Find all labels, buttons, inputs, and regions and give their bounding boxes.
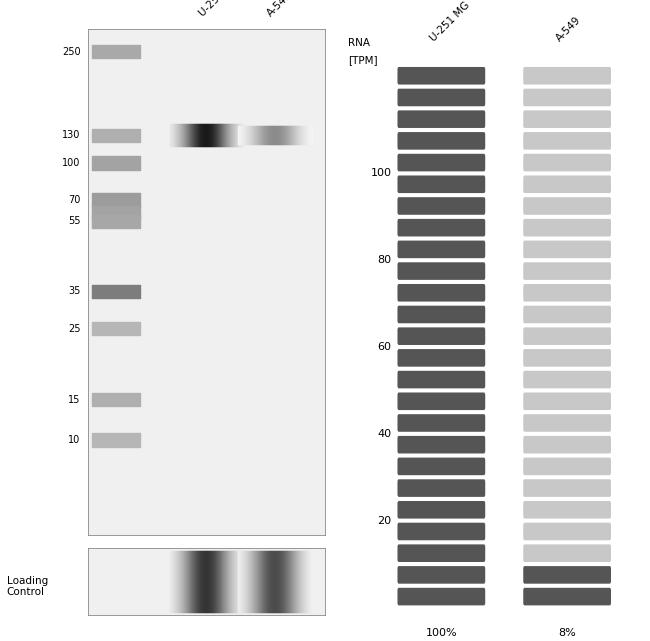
- FancyBboxPatch shape: [523, 414, 611, 432]
- FancyBboxPatch shape: [523, 154, 611, 171]
- FancyBboxPatch shape: [523, 284, 611, 301]
- FancyBboxPatch shape: [523, 67, 611, 85]
- Text: [TPM]: [TPM]: [348, 55, 378, 65]
- Text: 20: 20: [378, 515, 391, 526]
- FancyBboxPatch shape: [523, 501, 611, 519]
- FancyBboxPatch shape: [523, 88, 611, 106]
- Text: U-251 MG: U-251 MG: [197, 0, 240, 19]
- FancyBboxPatch shape: [523, 588, 611, 605]
- FancyBboxPatch shape: [398, 392, 485, 410]
- Text: 60: 60: [378, 342, 391, 352]
- FancyBboxPatch shape: [398, 67, 485, 85]
- Text: 100: 100: [370, 169, 391, 178]
- FancyBboxPatch shape: [523, 176, 611, 193]
- FancyBboxPatch shape: [523, 544, 611, 562]
- Text: 80: 80: [378, 255, 391, 265]
- Text: Low: Low: [265, 553, 286, 563]
- Text: RNA: RNA: [348, 38, 370, 47]
- FancyBboxPatch shape: [523, 328, 611, 345]
- Text: A-549: A-549: [266, 0, 294, 19]
- FancyBboxPatch shape: [523, 219, 611, 237]
- FancyBboxPatch shape: [523, 370, 611, 388]
- FancyBboxPatch shape: [398, 88, 485, 106]
- FancyBboxPatch shape: [523, 436, 611, 453]
- Text: 100%: 100%: [426, 628, 457, 638]
- FancyBboxPatch shape: [523, 240, 611, 258]
- Text: Loading
Control: Loading Control: [6, 576, 47, 597]
- FancyBboxPatch shape: [523, 458, 611, 475]
- Text: 100: 100: [62, 158, 81, 168]
- FancyBboxPatch shape: [398, 110, 485, 128]
- FancyBboxPatch shape: [398, 370, 485, 388]
- FancyBboxPatch shape: [398, 522, 485, 540]
- FancyBboxPatch shape: [523, 306, 611, 323]
- FancyBboxPatch shape: [523, 392, 611, 410]
- FancyBboxPatch shape: [398, 479, 485, 497]
- Text: A-549: A-549: [554, 15, 583, 44]
- FancyBboxPatch shape: [398, 501, 485, 519]
- Text: 70: 70: [68, 195, 81, 205]
- FancyBboxPatch shape: [398, 566, 485, 584]
- Text: 25: 25: [68, 324, 81, 333]
- FancyBboxPatch shape: [398, 284, 485, 301]
- FancyBboxPatch shape: [523, 262, 611, 280]
- Text: 250: 250: [62, 47, 81, 56]
- FancyBboxPatch shape: [523, 522, 611, 540]
- FancyBboxPatch shape: [398, 197, 485, 215]
- Text: 8%: 8%: [558, 628, 576, 638]
- Text: High: High: [194, 553, 219, 563]
- Text: 55: 55: [68, 216, 81, 226]
- Text: 15: 15: [68, 394, 81, 404]
- FancyBboxPatch shape: [398, 176, 485, 193]
- FancyBboxPatch shape: [398, 544, 485, 562]
- FancyBboxPatch shape: [523, 349, 611, 367]
- FancyBboxPatch shape: [398, 262, 485, 280]
- FancyBboxPatch shape: [398, 458, 485, 475]
- Text: U-251 MG: U-251 MG: [428, 0, 472, 44]
- FancyBboxPatch shape: [398, 132, 485, 149]
- FancyBboxPatch shape: [398, 219, 485, 237]
- FancyBboxPatch shape: [523, 132, 611, 149]
- FancyBboxPatch shape: [523, 566, 611, 584]
- Text: 40: 40: [378, 429, 391, 439]
- FancyBboxPatch shape: [398, 588, 485, 605]
- Text: 10: 10: [68, 435, 81, 445]
- FancyBboxPatch shape: [398, 414, 485, 432]
- FancyBboxPatch shape: [398, 306, 485, 323]
- FancyBboxPatch shape: [523, 197, 611, 215]
- FancyBboxPatch shape: [398, 349, 485, 367]
- FancyBboxPatch shape: [398, 240, 485, 258]
- FancyBboxPatch shape: [398, 436, 485, 453]
- Text: 35: 35: [68, 286, 81, 296]
- FancyBboxPatch shape: [523, 110, 611, 128]
- Text: 130: 130: [62, 130, 81, 140]
- FancyBboxPatch shape: [523, 479, 611, 497]
- FancyBboxPatch shape: [398, 328, 485, 345]
- FancyBboxPatch shape: [398, 154, 485, 171]
